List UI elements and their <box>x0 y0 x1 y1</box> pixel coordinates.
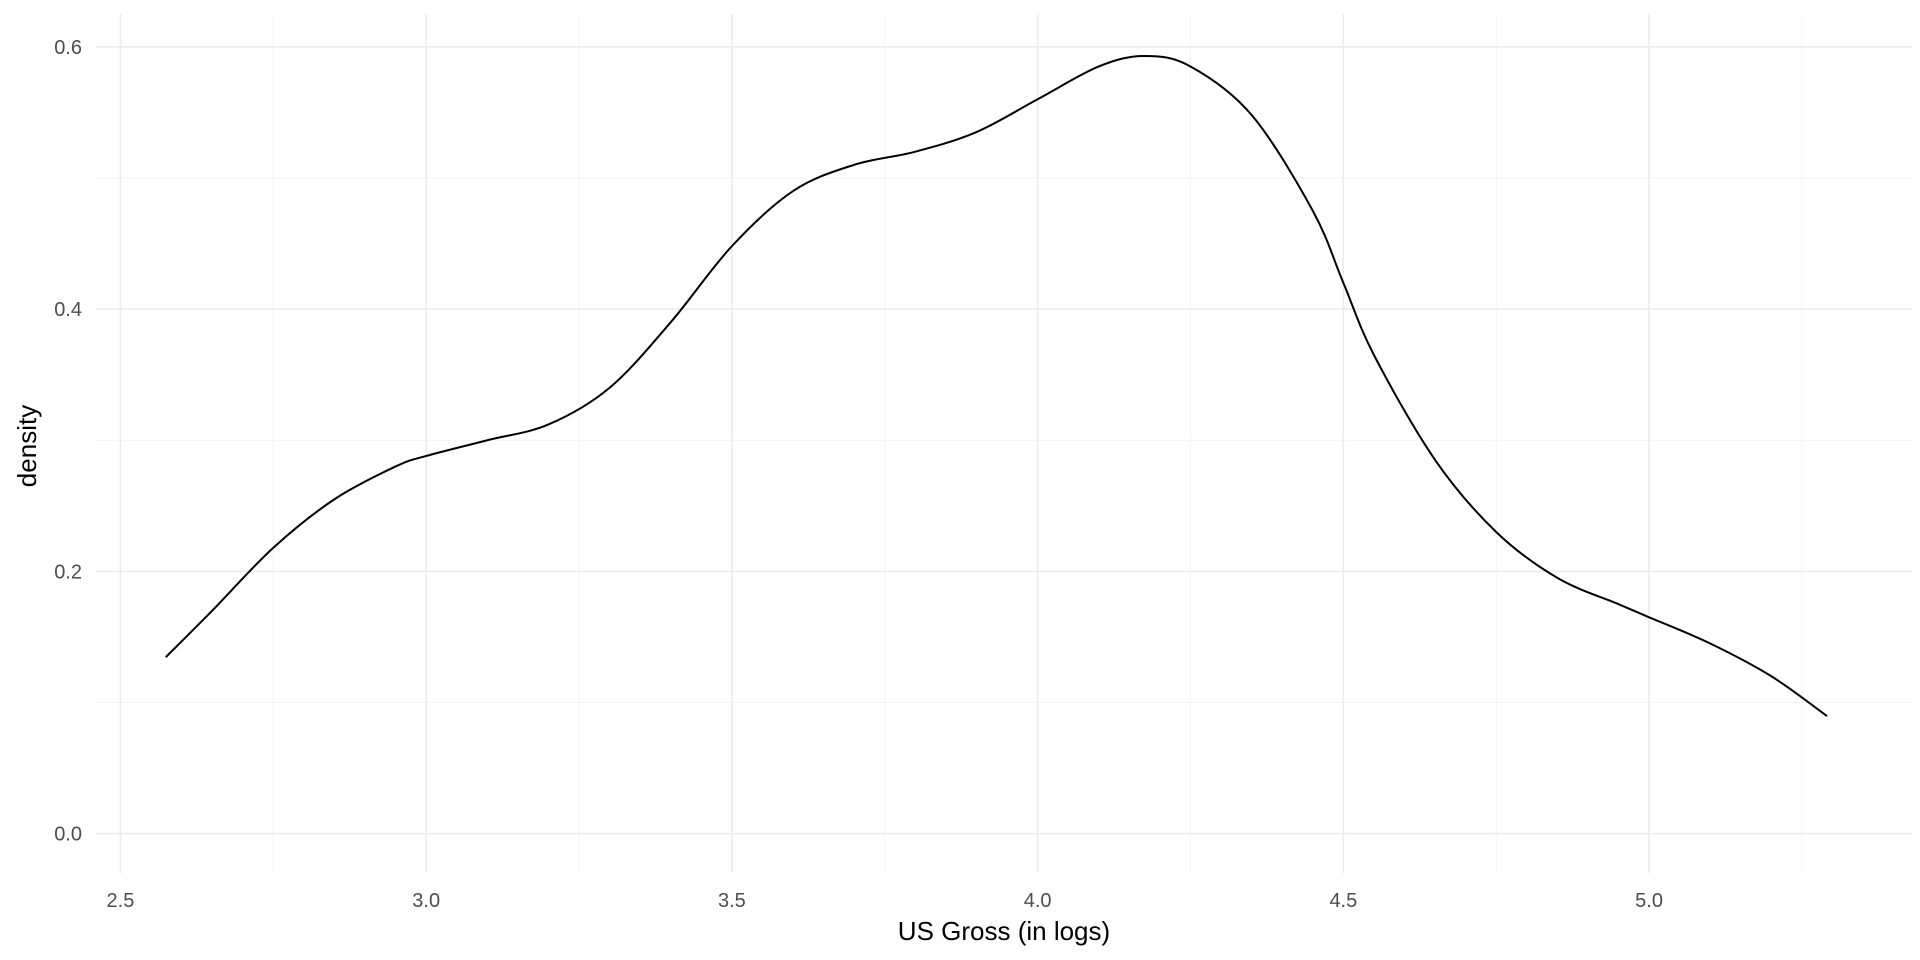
x-axis-title: US Gross (in logs) <box>898 916 1110 946</box>
x-tick-label: 4.5 <box>1329 890 1357 912</box>
y-axis-title: density <box>12 405 42 487</box>
x-tick-label: 5.0 <box>1635 890 1663 912</box>
x-tick-label: 3.5 <box>718 890 746 912</box>
major-gridlines-y <box>96 45 1912 835</box>
x-tick-label: 4.0 <box>1024 890 1052 912</box>
y-tick-label: 0.2 <box>54 561 82 583</box>
density-curve-0 <box>165 54 1828 717</box>
y-tick-label: 0.4 <box>54 299 82 321</box>
y-tick-label: 0.0 <box>54 824 82 846</box>
major-gridlines-x <box>119 14 1650 873</box>
x-tick-label: 2.5 <box>107 890 135 912</box>
series-layer <box>165 54 1828 717</box>
y-axis-tick-labels: 0.0 0.2 0.4 0.6 <box>54 37 82 846</box>
y-tick-label: 0.6 <box>54 37 82 59</box>
minor-gridlines-y <box>96 177 1912 704</box>
x-tick-label: 3.0 <box>412 890 440 912</box>
x-axis-tick-labels: 2.5 3.0 3.5 4.0 4.5 5.0 <box>107 890 1663 912</box>
